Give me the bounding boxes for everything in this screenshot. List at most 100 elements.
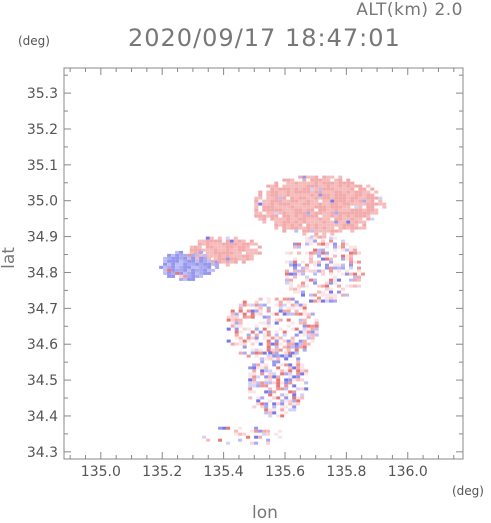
heatmap-cell xyxy=(207,268,212,272)
heatmap-cell xyxy=(337,266,341,270)
heatmap-cell xyxy=(272,390,277,394)
x-axis-label: lon xyxy=(252,503,278,523)
heatmap-cell xyxy=(290,226,295,230)
heatmap-cell xyxy=(290,223,295,227)
heatmap-cell xyxy=(329,269,333,273)
y-axis-unit: (deg) xyxy=(18,34,50,48)
heatmap-cell xyxy=(292,384,297,388)
heatmap-cell xyxy=(286,342,291,346)
heatmap-cell xyxy=(294,333,299,337)
heatmap-cell xyxy=(354,205,359,209)
heatmap-cell xyxy=(350,193,355,197)
heatmap-cell xyxy=(293,269,297,273)
heatmap-cell xyxy=(346,178,351,182)
heatmap-cell xyxy=(306,226,311,230)
heatmap-cell xyxy=(341,257,345,261)
heatmap-cell xyxy=(253,248,258,252)
heatmap-cell xyxy=(274,348,279,352)
heatmap-cell xyxy=(266,321,271,325)
heatmap-cell xyxy=(270,351,275,355)
heatmap-cell xyxy=(306,205,311,209)
heatmap-cell xyxy=(306,336,311,340)
heatmap-cell xyxy=(285,272,289,276)
y-tick-label: 35.3 xyxy=(27,86,58,102)
heatmap-cell xyxy=(298,330,303,334)
heatmap-cell xyxy=(233,254,238,258)
heatmap-cell xyxy=(282,220,287,224)
heatmap-cell xyxy=(333,263,337,267)
heatmap-cell xyxy=(258,217,263,221)
heatmap-cell xyxy=(159,265,164,269)
heatmap-cell xyxy=(346,196,351,200)
heatmap-cell xyxy=(225,236,230,240)
heatmap-cell xyxy=(276,354,281,358)
heatmap-cell xyxy=(314,321,319,325)
heatmap-cell xyxy=(268,390,273,394)
heatmap-cell xyxy=(350,187,355,191)
heatmap-cell xyxy=(361,272,365,276)
heatmap-cell xyxy=(260,369,265,373)
heatmap-cell xyxy=(282,333,287,337)
heatmap-cell xyxy=(346,208,351,212)
heatmap-cell xyxy=(290,190,295,194)
heatmap-cell xyxy=(282,184,287,188)
heatmap-cell xyxy=(302,193,307,197)
heatmap-cell xyxy=(296,387,301,391)
heatmap-cell xyxy=(318,190,323,194)
heatmap-cell xyxy=(349,245,353,249)
heatmap-cell xyxy=(270,202,275,206)
heatmap-cell xyxy=(191,262,196,266)
heatmap-cell xyxy=(233,248,238,252)
heatmap-cell xyxy=(300,378,305,382)
heatmap-cell xyxy=(310,181,315,185)
heatmap-cell xyxy=(305,236,309,240)
heatmap-cell xyxy=(274,214,279,218)
heatmap-cell xyxy=(199,268,204,272)
heatmap-cell xyxy=(246,339,251,343)
heatmap-cell xyxy=(266,297,271,301)
heatmap-cell xyxy=(294,214,299,218)
heatmap-cell xyxy=(254,309,259,313)
heatmap-cell xyxy=(302,199,307,203)
heatmap-cell xyxy=(358,190,363,194)
heatmap-cell xyxy=(350,208,355,212)
heatmap-cell xyxy=(238,351,243,355)
heatmap-cell xyxy=(234,333,239,337)
heatmap-cell xyxy=(309,251,313,255)
heatmap-cell xyxy=(260,366,265,370)
heatmap-cell xyxy=(225,257,230,261)
heatmap-cell xyxy=(290,187,295,191)
heatmap-cell xyxy=(330,211,335,215)
heatmap-cell xyxy=(304,381,309,385)
heatmap-cell xyxy=(341,266,345,270)
heatmap-cell xyxy=(254,333,259,337)
heatmap-cell xyxy=(298,306,303,310)
heatmap-cell xyxy=(246,336,251,340)
heatmap-cell xyxy=(229,248,234,252)
heatmap-cell xyxy=(171,274,176,278)
heatmap-cell xyxy=(274,217,279,221)
heatmap-cell xyxy=(310,190,315,194)
heatmap-cell xyxy=(354,214,359,218)
heatmap-cell xyxy=(262,321,267,325)
heatmap-cell xyxy=(321,272,325,276)
heatmap-cell xyxy=(300,387,305,391)
heatmap-cell xyxy=(322,202,327,206)
heatmap-cell xyxy=(290,345,295,349)
heatmap-cell xyxy=(248,387,253,391)
heatmap-cell xyxy=(282,309,287,313)
heatmap-cell xyxy=(254,202,259,206)
heatmap-cell xyxy=(298,214,303,218)
heatmap-cell xyxy=(310,229,315,233)
heatmap-cell xyxy=(242,351,247,355)
heatmap-cell xyxy=(238,342,243,346)
heatmap-cell xyxy=(274,312,279,316)
heatmap-cell xyxy=(195,256,200,260)
heatmap-cell xyxy=(229,254,234,258)
heatmap-cell xyxy=(282,214,287,218)
heatmap-cell xyxy=(242,300,247,304)
heatmap-cell xyxy=(294,208,299,212)
heatmap-cell xyxy=(258,351,263,355)
heatmap-cell xyxy=(254,429,259,433)
heatmap-cell xyxy=(290,196,295,200)
